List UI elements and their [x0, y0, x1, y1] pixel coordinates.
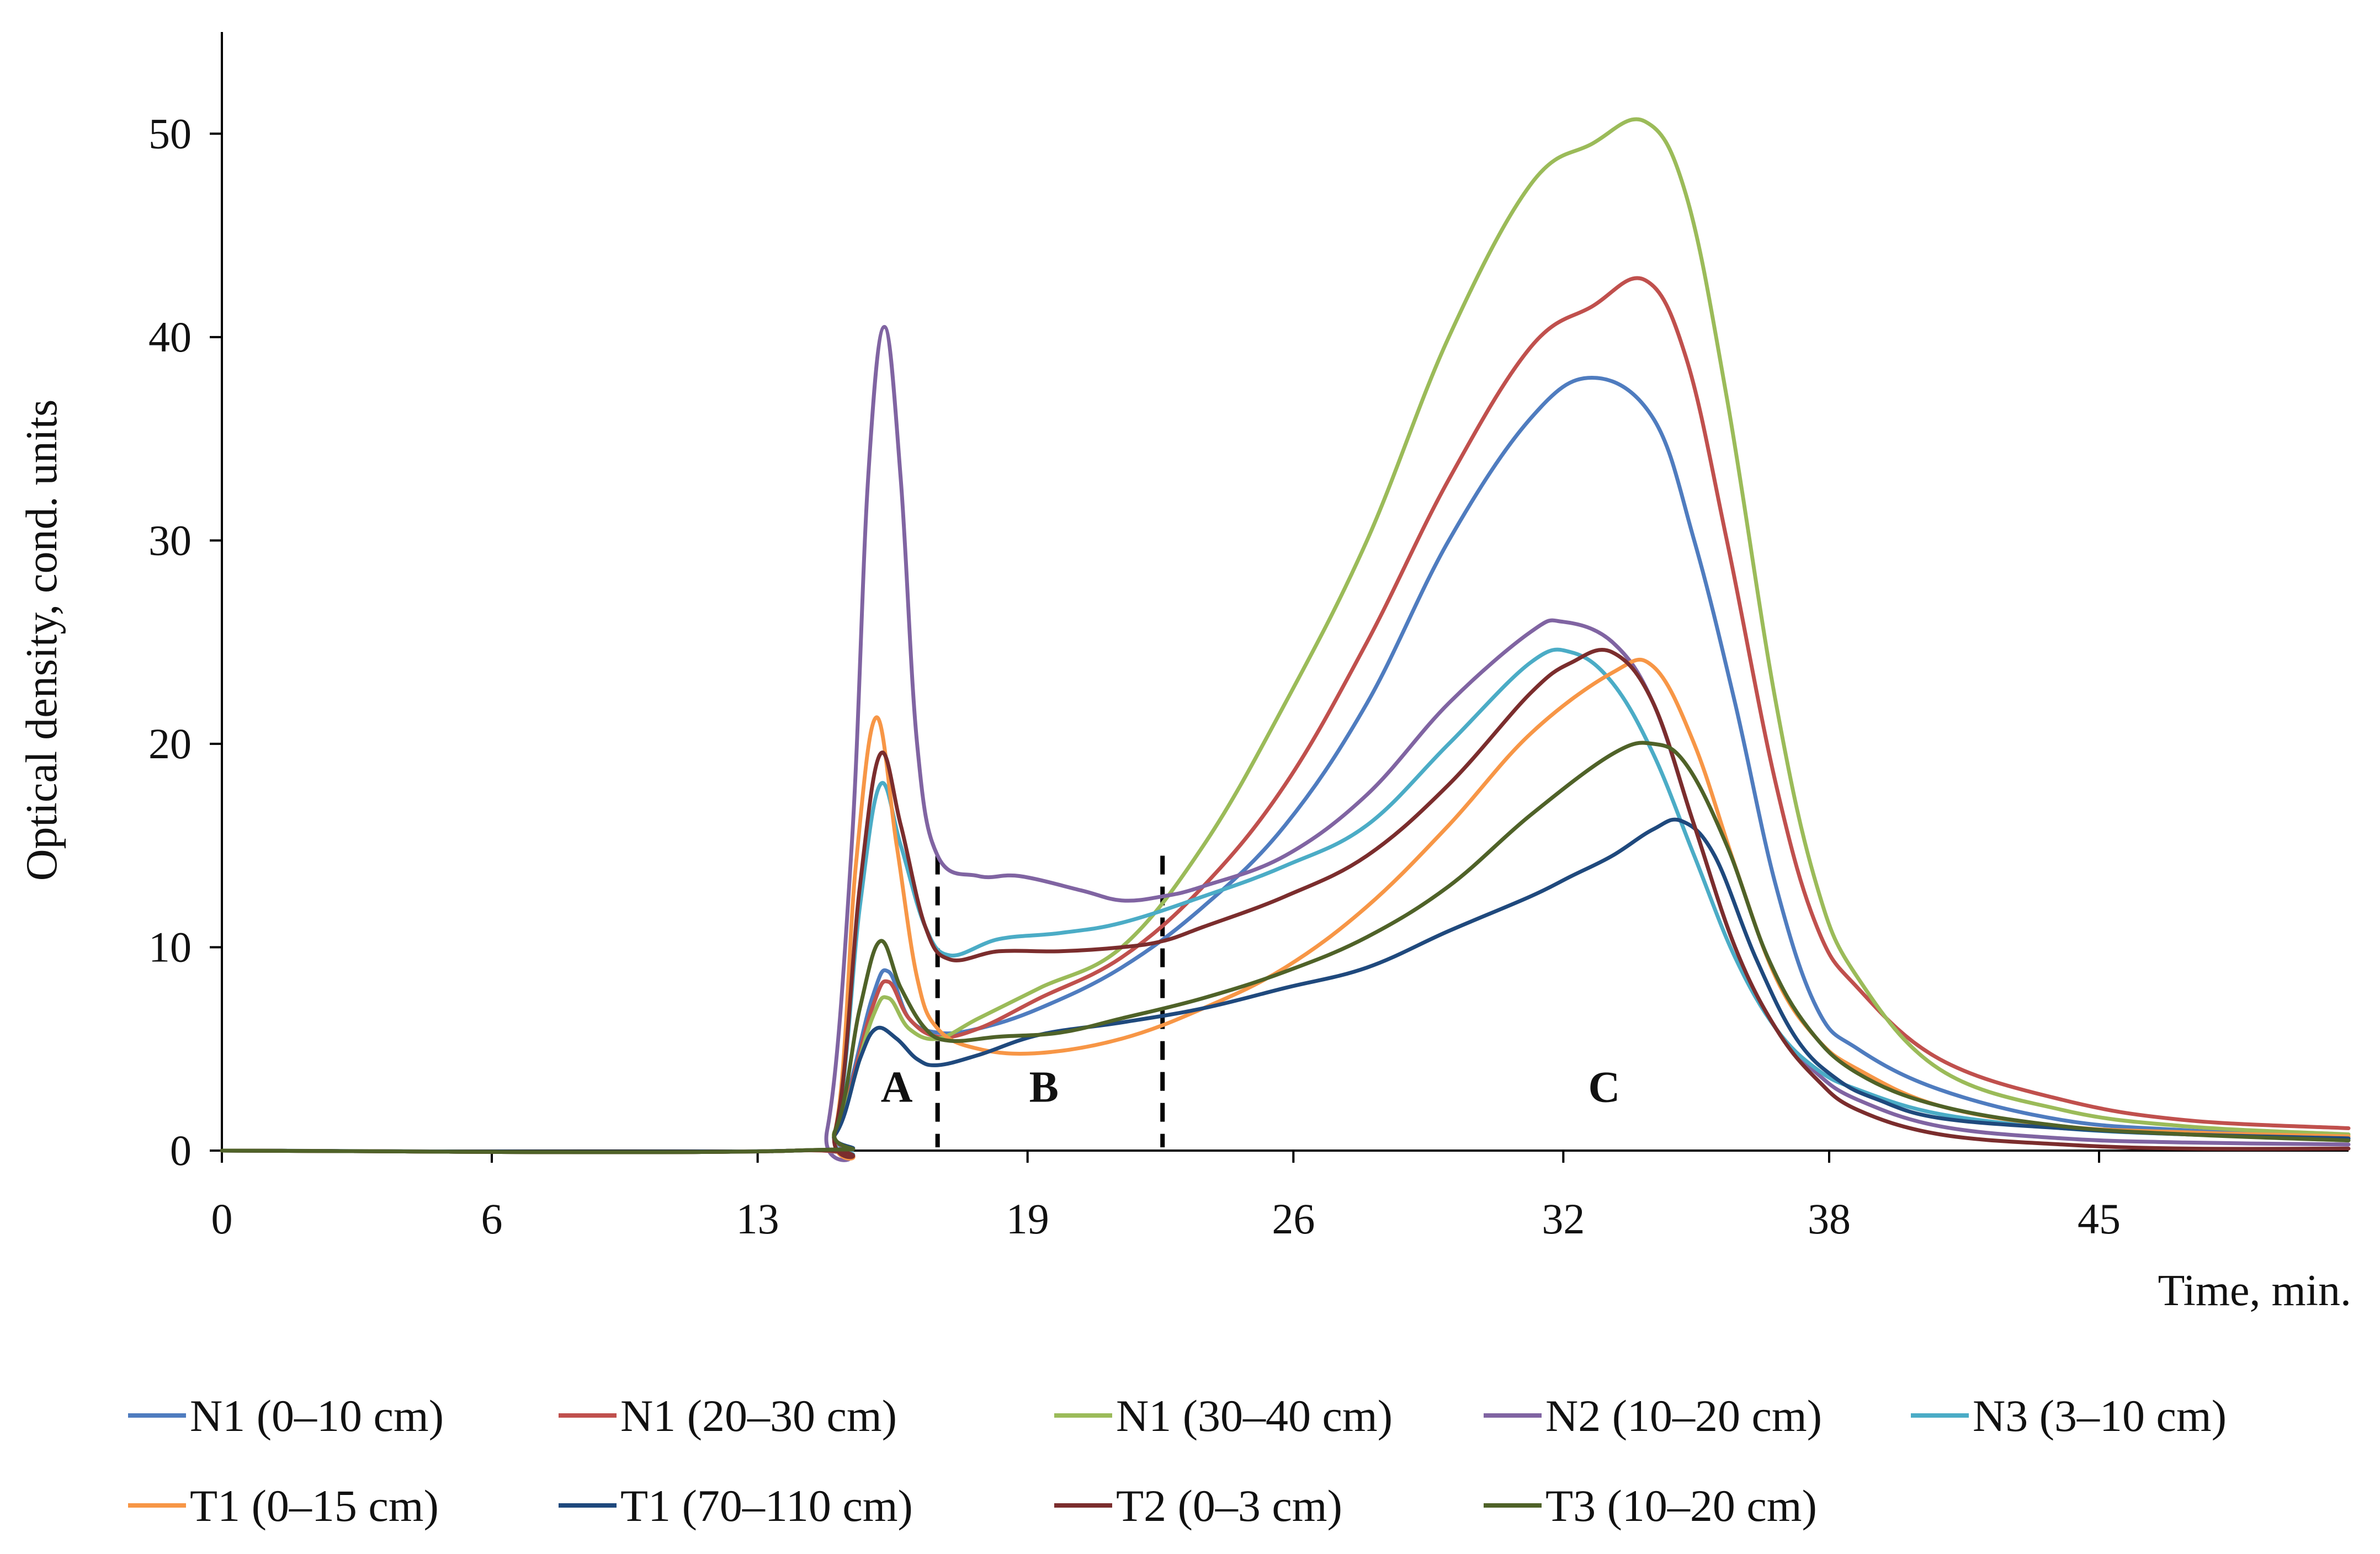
legend-label: T1 (0–15 cm) [190, 1481, 439, 1531]
x-tick-label: 6 [481, 1195, 503, 1243]
series-line-4 [220, 324, 2351, 1162]
y-tick-label: 10 [148, 923, 192, 971]
legend-label: N2 (10–20 cm) [1545, 1391, 1822, 1441]
series-lines [220, 117, 2351, 1162]
y-tick-label: 20 [148, 720, 192, 768]
x-tick-label: 45 [2078, 1195, 2121, 1243]
series-line-8 [220, 648, 2351, 1159]
region-labels: A B C [881, 1063, 1621, 1112]
x-tick-label: 38 [1808, 1195, 1851, 1243]
legend-label: T1 (70–110 cm) [620, 1481, 913, 1531]
y-tick-label: 40 [148, 313, 192, 361]
axes: 0 6 13 19 26 32 38 45 0 10 20 30 40 50 [148, 32, 2349, 1243]
legend-label: N1 (20–30 cm) [620, 1391, 897, 1441]
y-axis-title: Optical density, cond. units [18, 400, 66, 881]
series-line-9 [220, 741, 2351, 1154]
y-tick-label: 50 [148, 109, 192, 157]
region-label-a: A [881, 1063, 913, 1112]
legend-label: N1 (30–40 cm) [1116, 1391, 1393, 1441]
x-tick-label: 32 [1542, 1195, 1585, 1243]
y-tick-label: 30 [148, 516, 192, 564]
legend: N1 (0–10 cm) N1 (20–30 cm) N1 (30–40 cm) N2… [128, 1391, 2227, 1531]
x-tick-label: 13 [736, 1195, 779, 1243]
region-label-c: C [1589, 1063, 1621, 1112]
legend-label: T3 (10–20 cm) [1545, 1481, 1817, 1531]
series-line-7 [220, 817, 2351, 1154]
series-line-1 [220, 376, 2351, 1154]
legend-label: N1 (0–10 cm) [190, 1391, 444, 1441]
series-line-2 [220, 276, 2351, 1154]
legend-label: N3 (3–10 cm) [1973, 1391, 2227, 1441]
y-tick-label: 0 [170, 1126, 192, 1174]
series-line-6 [220, 657, 2351, 1161]
x-tick-label: 19 [1006, 1195, 1049, 1243]
series-line-5 [220, 647, 2351, 1158]
region-label-b: B [1029, 1063, 1059, 1112]
x-axis-title: Time, min. [2158, 1266, 2351, 1315]
x-tick-label: 26 [1272, 1195, 1315, 1243]
series-line-3 [220, 117, 2351, 1154]
x-tick-label: 0 [211, 1195, 233, 1243]
legend-label: T2 (0–3 cm) [1116, 1481, 1342, 1531]
